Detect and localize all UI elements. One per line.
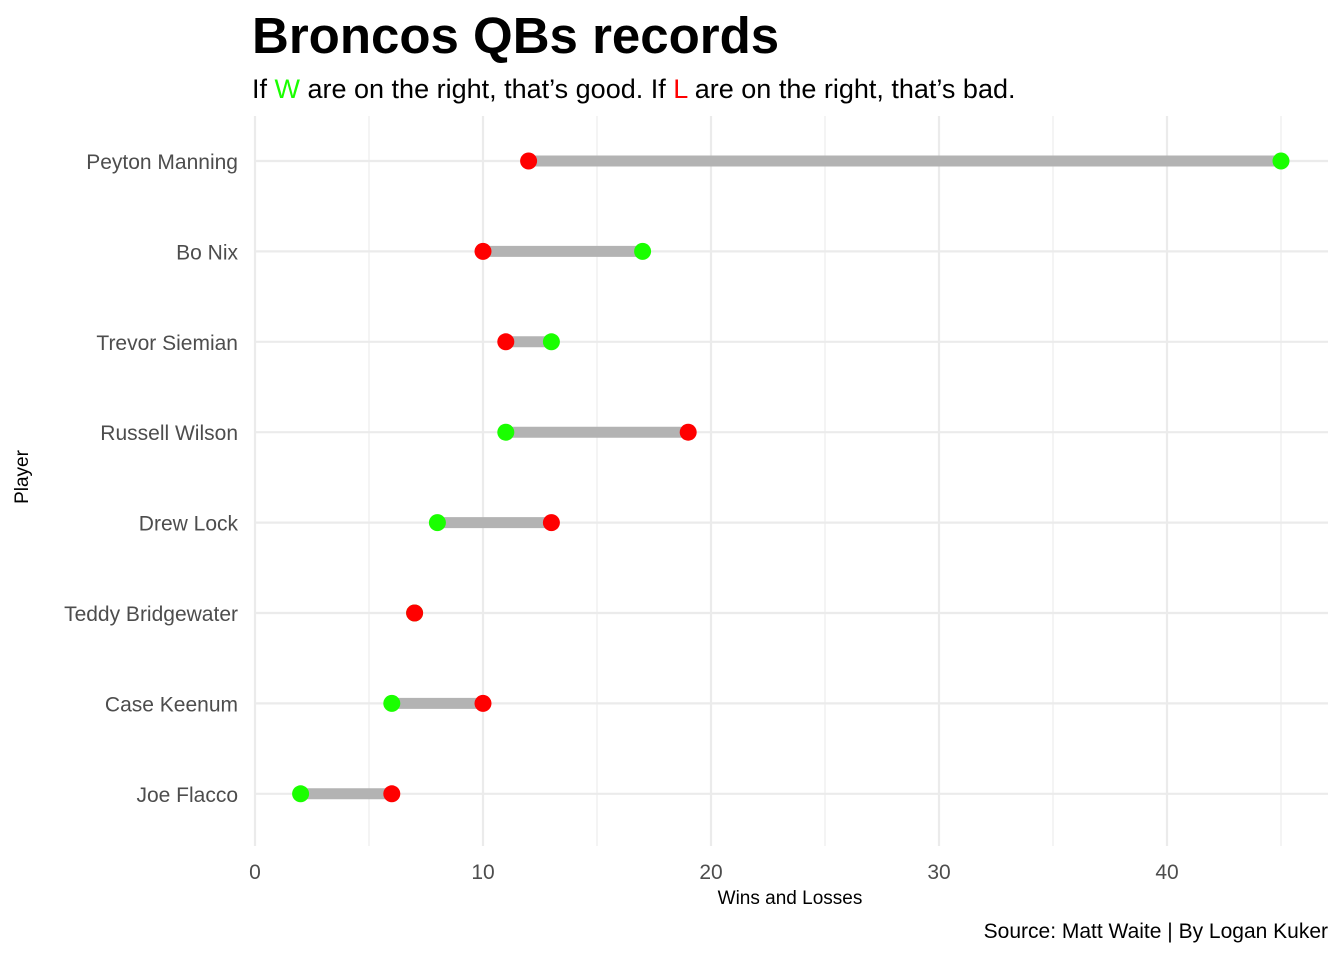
x-axis-title: Wins and Losses xyxy=(718,888,863,909)
segments xyxy=(300,155,1281,800)
point-losses xyxy=(406,604,424,622)
x-tick-label: 30 xyxy=(927,861,950,884)
x-tick-label: 20 xyxy=(699,861,722,884)
subtitle-part-2: are on the right, that’s good. If xyxy=(300,74,674,104)
y-tick-label: Joe Flacco xyxy=(136,784,238,807)
point-losses xyxy=(497,333,515,351)
y-tick-label: Bo Nix xyxy=(176,241,238,264)
chart-title: Broncos QBs records xyxy=(252,7,780,64)
y-tick-label: Teddy Bridgewater xyxy=(64,603,238,626)
points xyxy=(292,152,1290,803)
point-wins xyxy=(428,514,446,532)
x-tick-label: 10 xyxy=(471,861,494,884)
point-losses xyxy=(383,785,401,803)
y-tick-labels: Peyton Manning Bo Nix Trevor Siemian Russel… xyxy=(64,151,238,807)
y-tick-label: Russell Wilson xyxy=(100,422,238,445)
point-wins xyxy=(542,333,560,351)
point-wins xyxy=(1272,152,1290,170)
point-wins xyxy=(497,423,515,441)
point-wins xyxy=(292,785,310,803)
subtitle-part-3: are on the right, that’s bad. xyxy=(687,74,1016,104)
subtitle-w: W xyxy=(274,74,300,104)
y-tick-label: Trevor Siemian xyxy=(96,332,238,355)
point-losses xyxy=(679,423,697,441)
y-tick-label: Drew Lock xyxy=(139,513,239,536)
point-losses xyxy=(474,242,492,260)
grid-lines xyxy=(253,116,1328,846)
point-losses xyxy=(542,514,560,532)
y-tick-label: Case Keenum xyxy=(105,693,238,716)
chart-caption: Source: Matt Waite | By Logan Kuker xyxy=(983,920,1328,943)
x-tick-labels: 0 10 20 30 40 xyxy=(249,861,1179,884)
y-axis-title: Player xyxy=(12,449,33,504)
subtitle-part-1: If xyxy=(252,74,275,104)
point-wins xyxy=(634,242,652,260)
subtitle-l: L xyxy=(673,74,688,104)
chart-subtitle: If W are on the right, that’s good. If L… xyxy=(252,74,1015,105)
point-wins xyxy=(383,694,401,712)
x-tick-label: 40 xyxy=(1155,861,1178,884)
y-tick-label: Peyton Manning xyxy=(86,151,238,174)
x-tick-label: 0 xyxy=(249,861,261,884)
point-losses xyxy=(474,694,492,712)
point-losses xyxy=(520,152,538,170)
